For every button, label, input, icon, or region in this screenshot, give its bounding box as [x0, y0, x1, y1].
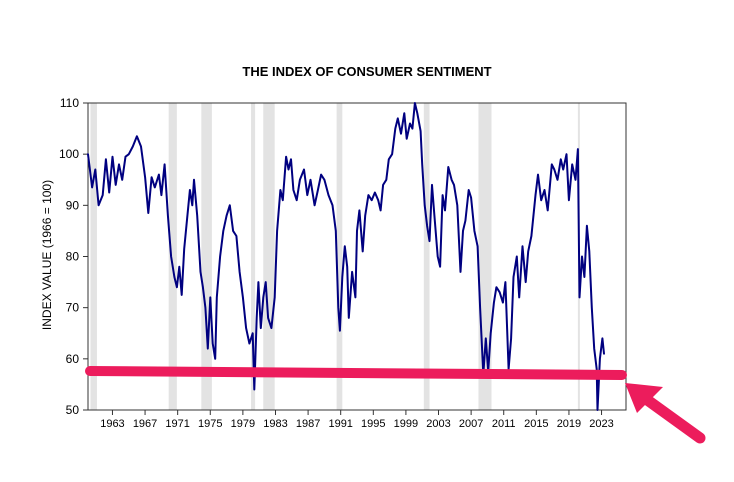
x-tick-label-8: 1995 — [361, 418, 385, 430]
highlight-line — [85, 366, 627, 380]
y-tick-label-0: 50 — [66, 403, 80, 417]
recession-band-2 — [201, 103, 212, 410]
x-tick-label-6: 1987 — [296, 418, 320, 430]
x-tick-label-14: 2019 — [557, 418, 581, 430]
y-tick-label-2: 70 — [66, 301, 80, 315]
recession-band-6 — [423, 103, 430, 410]
recession-band-5 — [336, 103, 343, 410]
x-tick-label-12: 2011 — [492, 418, 516, 430]
y-tick-label-6: 110 — [60, 96, 79, 110]
x-tick-label-15: 2023 — [589, 418, 613, 430]
x-tick-label-1: 1967 — [133, 418, 157, 430]
x-tick-label-9: 1999 — [394, 418, 418, 430]
arrow-head — [625, 383, 663, 413]
x-tick-label-3: 1975 — [198, 418, 222, 430]
x-tick-label-5: 1983 — [263, 418, 287, 430]
x-tick-label-4: 1979 — [231, 418, 255, 430]
series-line-0 — [87, 102, 605, 411]
series-layer — [87, 102, 605, 411]
x-tick-label-7: 1991 — [328, 418, 352, 430]
y-tick-label-4: 90 — [66, 198, 80, 212]
y-tick-label-1: 60 — [66, 352, 80, 366]
y-tick-label-3: 80 — [66, 250, 80, 264]
arrow-shaft — [640, 393, 706, 444]
recession-band-1 — [168, 103, 177, 410]
annotation-layer — [85, 366, 706, 444]
x-tick-label-2: 1971 — [165, 418, 189, 430]
y-tick-label-5: 100 — [59, 147, 79, 161]
axes: 50 60 70 80 90 100 110 1963 1967 1971 1975 1979 1983… — [59, 96, 614, 430]
recession-bands — [90, 103, 580, 410]
recession-band-3 — [251, 103, 256, 410]
chart-title: THE INDEX OF CONSUMER SENTIMENT — [242, 64, 492, 79]
recession-band-4 — [263, 103, 275, 410]
recession-band-0 — [90, 103, 97, 410]
x-tick-label-13: 2015 — [524, 418, 548, 430]
x-tick-label-0: 1963 — [100, 418, 124, 430]
x-tick-label-10: 2003 — [426, 418, 450, 430]
x-tick-label-11: 2007 — [459, 418, 483, 430]
